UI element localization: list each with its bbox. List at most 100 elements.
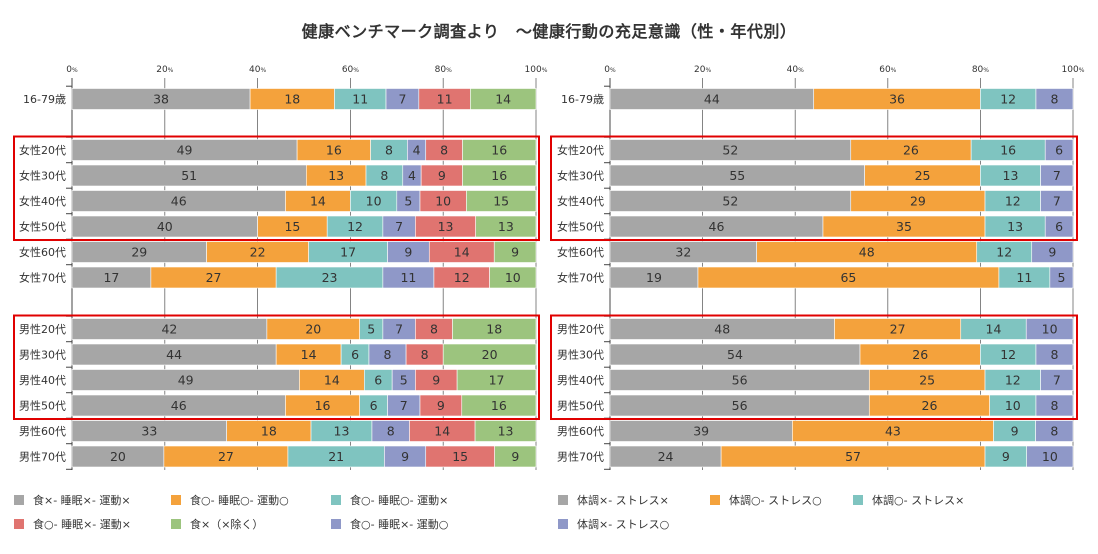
data-label: 20	[305, 322, 321, 337]
highlight-box	[550, 314, 1078, 420]
data-label: 12	[1000, 347, 1016, 362]
data-label: 8	[1051, 347, 1059, 362]
legend-item: 体調×- ストレス○	[558, 516, 669, 532]
row-label: 男性20代	[557, 322, 604, 336]
bar-segment	[1025, 318, 1074, 340]
bar-segment	[1044, 139, 1074, 161]
data-label: 16	[1000, 143, 1016, 158]
legend-swatch	[171, 495, 181, 505]
data-label: 7	[1053, 168, 1061, 183]
data-label: 46	[171, 194, 187, 209]
data-label: 9	[1011, 424, 1019, 439]
bar-segment	[1031, 241, 1074, 263]
data-label: 8	[1050, 424, 1058, 439]
row-label: 女性70代	[557, 271, 604, 285]
data-label: 8	[440, 143, 448, 158]
data-label: 8	[380, 168, 388, 183]
data-label: 14	[324, 373, 340, 388]
data-label: 8	[421, 347, 429, 362]
data-label: 11	[352, 92, 368, 107]
tick-label: 80%	[435, 65, 452, 75]
data-label: 6	[370, 398, 378, 413]
bar-segment	[493, 241, 537, 263]
data-label: 16	[491, 168, 507, 183]
data-label: 8	[1051, 92, 1059, 107]
data-label: 10	[1005, 398, 1021, 413]
data-label: 24	[658, 449, 674, 464]
data-label: 13	[498, 219, 514, 234]
data-label: 44	[704, 92, 720, 107]
legend-item: 体調○- ストレス×	[853, 492, 964, 508]
tick-label: 40%	[249, 65, 266, 75]
data-label: 18	[261, 424, 277, 439]
highlight-box	[13, 314, 540, 420]
data-label: 8	[387, 424, 395, 439]
bar-segment	[461, 394, 537, 417]
legend-item: 食○- 睡眠○- 運動○	[171, 492, 289, 508]
data-label: 13	[498, 424, 514, 439]
bar-segment	[1040, 190, 1074, 212]
data-label: 29	[910, 194, 926, 209]
data-label: 33	[141, 424, 157, 439]
data-label: 54	[727, 347, 743, 362]
data-label: 52	[722, 194, 738, 209]
row-label: 男性70代	[19, 450, 66, 464]
data-label: 43	[885, 424, 901, 439]
data-label: 25	[915, 168, 931, 183]
data-label: 10	[1042, 322, 1058, 337]
data-label: 17	[103, 270, 119, 285]
legend-label: 食○- 睡眠○- 運動○	[190, 494, 289, 507]
data-label: 9	[432, 373, 440, 388]
data-label: 49	[178, 373, 194, 388]
data-label: 18	[486, 322, 502, 337]
tick-label: 20%	[694, 65, 711, 75]
legend-label: 体調○- ストレス○	[729, 494, 822, 507]
legend-swatch	[710, 495, 720, 505]
data-label: 12	[347, 219, 363, 234]
data-label: 9	[511, 245, 519, 260]
data-label: 9	[1048, 245, 1056, 260]
legend-item: 食○- 睡眠○- 運動×	[331, 492, 448, 508]
data-label: 13	[334, 424, 350, 439]
legend-item: 体調×- ストレス×	[558, 492, 669, 508]
data-label: 15	[284, 219, 300, 234]
chart-title: 健康ベンチマーク調査より ～健康行動の充足意識（性・年代別）	[301, 22, 797, 41]
data-label: 20	[110, 449, 126, 464]
data-label: 14	[495, 92, 511, 107]
legend-item: 食×（×除く）	[171, 516, 263, 532]
data-label: 9	[438, 168, 446, 183]
legend-swatch	[14, 495, 24, 505]
data-label: 14	[986, 322, 1002, 337]
chart-lifestyle: 0% 20% 40% 60% 80% 100% 16-79歳 38 18 11 7 11 14 女性20代…	[13, 65, 548, 470]
legend-swatch	[331, 519, 341, 529]
data-label: 7	[395, 322, 403, 337]
data-label: 5	[1057, 270, 1065, 285]
data-label: 13	[328, 168, 344, 183]
data-label: 44	[166, 347, 182, 362]
data-label: 11	[1016, 270, 1032, 285]
tick-label: 0%	[66, 65, 78, 75]
legend-swatch	[558, 519, 568, 529]
bar-segment	[1049, 266, 1074, 289]
data-label: 5	[367, 322, 375, 337]
bar-segment	[452, 318, 537, 340]
bar-segment	[475, 215, 537, 238]
legend-item: 体調○- ストレス○	[710, 492, 822, 508]
data-label: 36	[889, 92, 905, 107]
data-label: 8	[384, 347, 392, 362]
row-label: 男性60代	[19, 424, 66, 438]
data-label: 14	[434, 424, 450, 439]
row-label: 女性30代	[19, 169, 66, 183]
data-label: 19	[646, 270, 662, 285]
data-label: 42	[161, 322, 177, 337]
tick-label: 100%	[525, 65, 548, 75]
data-label: 9	[1002, 449, 1010, 464]
legend-label: 体調×- ストレス○	[577, 518, 670, 531]
data-label: 6	[1055, 219, 1063, 234]
data-label: 46	[171, 398, 187, 413]
legend-swatch	[14, 519, 24, 529]
tick-label: 60%	[879, 65, 896, 75]
data-label: 48	[714, 322, 730, 337]
row-label: 女性20代	[19, 143, 66, 157]
